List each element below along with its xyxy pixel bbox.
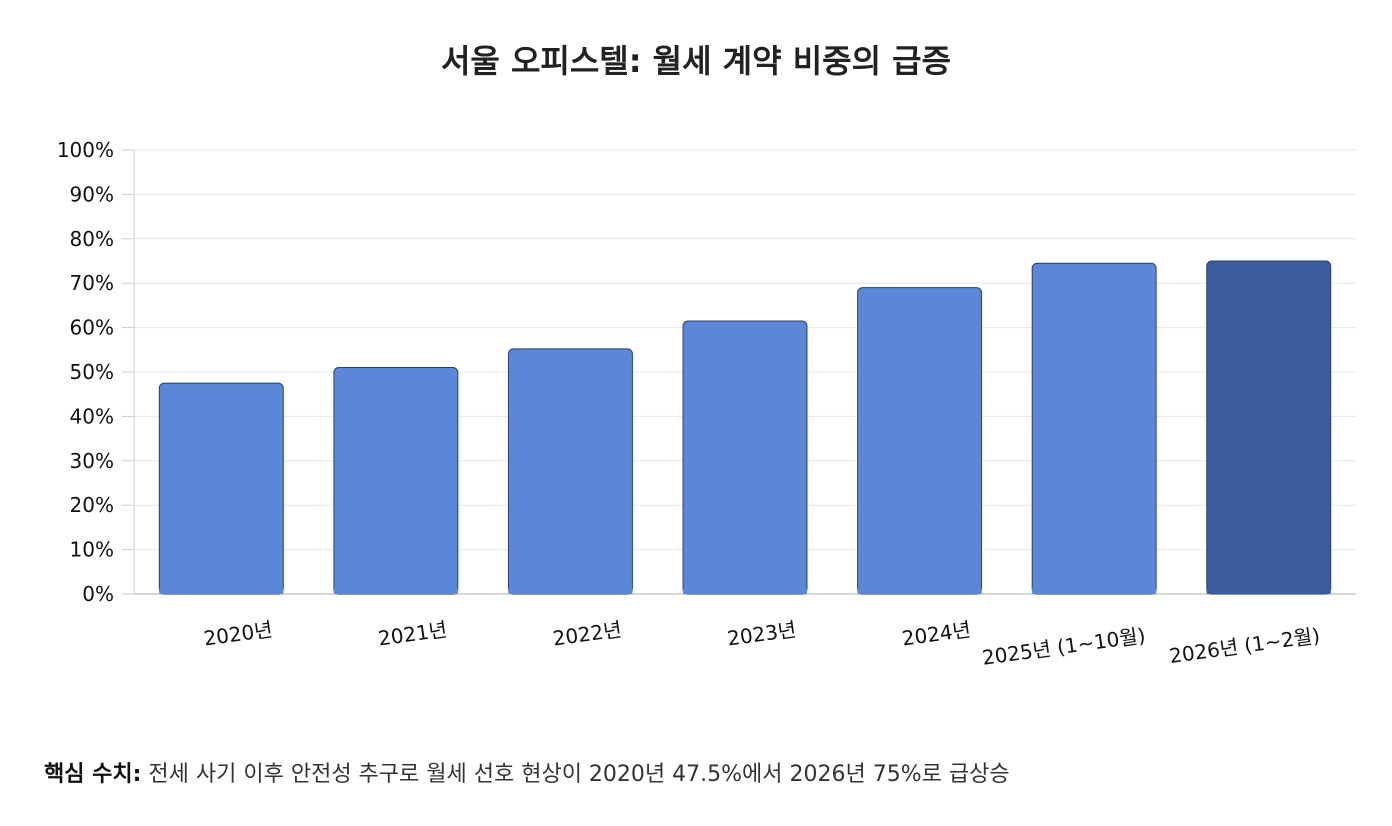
y-tick-label: 40% <box>70 404 114 428</box>
x-tick-label: 2026년 (1~2월) <box>1168 623 1322 668</box>
y-tick-label: 20% <box>70 493 114 517</box>
bar-1 <box>333 367 459 595</box>
y-tick-label: 100% <box>57 138 114 162</box>
bar-5 <box>1031 262 1157 595</box>
x-tick-label: 2025년 (1~10월) <box>981 623 1147 670</box>
x-tick-label: 2022년 <box>551 617 623 650</box>
bar-base <box>1206 588 1331 594</box>
bar-6 <box>1206 260 1332 595</box>
bar-base <box>683 588 807 594</box>
y-tick-label: 80% <box>70 227 114 251</box>
y-tick-label: 10% <box>70 538 114 562</box>
bar-2 <box>507 348 633 595</box>
bar-chart: 0% 10% 20% 30% 40% 50% 60% 70% 80% 90% 100% 2020년 20… <box>57 138 1356 670</box>
bar-4 <box>857 287 983 595</box>
x-tick-label: 2020년 <box>202 617 274 650</box>
chart-title: 서울 오피스텔: 월세 계약 비중의 급증 <box>440 42 952 80</box>
bar-0 <box>158 382 284 595</box>
bar-base <box>159 588 284 594</box>
y-tick-label: 30% <box>70 449 114 473</box>
x-tick-label: 2023년 <box>726 617 798 650</box>
y-tick-label: 0% <box>82 582 114 606</box>
y-tick-label: 60% <box>70 316 114 340</box>
bar-base <box>333 588 458 594</box>
bar-base <box>1032 588 1157 594</box>
footer-label: 핵심 수치: <box>44 762 142 787</box>
y-tick-label: 90% <box>70 182 114 206</box>
bar-base <box>857 588 982 594</box>
bar-3 <box>682 320 808 595</box>
footer-note: 핵심 수치: 전세 사기 이후 안전성 추구로 월세 선호 현상이 2020년 … <box>44 756 1010 788</box>
y-tick-label: 70% <box>70 271 114 295</box>
y-tick-label: 50% <box>70 360 114 384</box>
x-tick-label: 2024년 <box>900 617 972 650</box>
footer-text: 전세 사기 이후 안전성 추구로 월세 선호 현상이 2020년 47.5%에서… <box>148 762 1010 787</box>
bar-base <box>508 588 633 594</box>
x-tick-label: 2021년 <box>377 617 449 650</box>
